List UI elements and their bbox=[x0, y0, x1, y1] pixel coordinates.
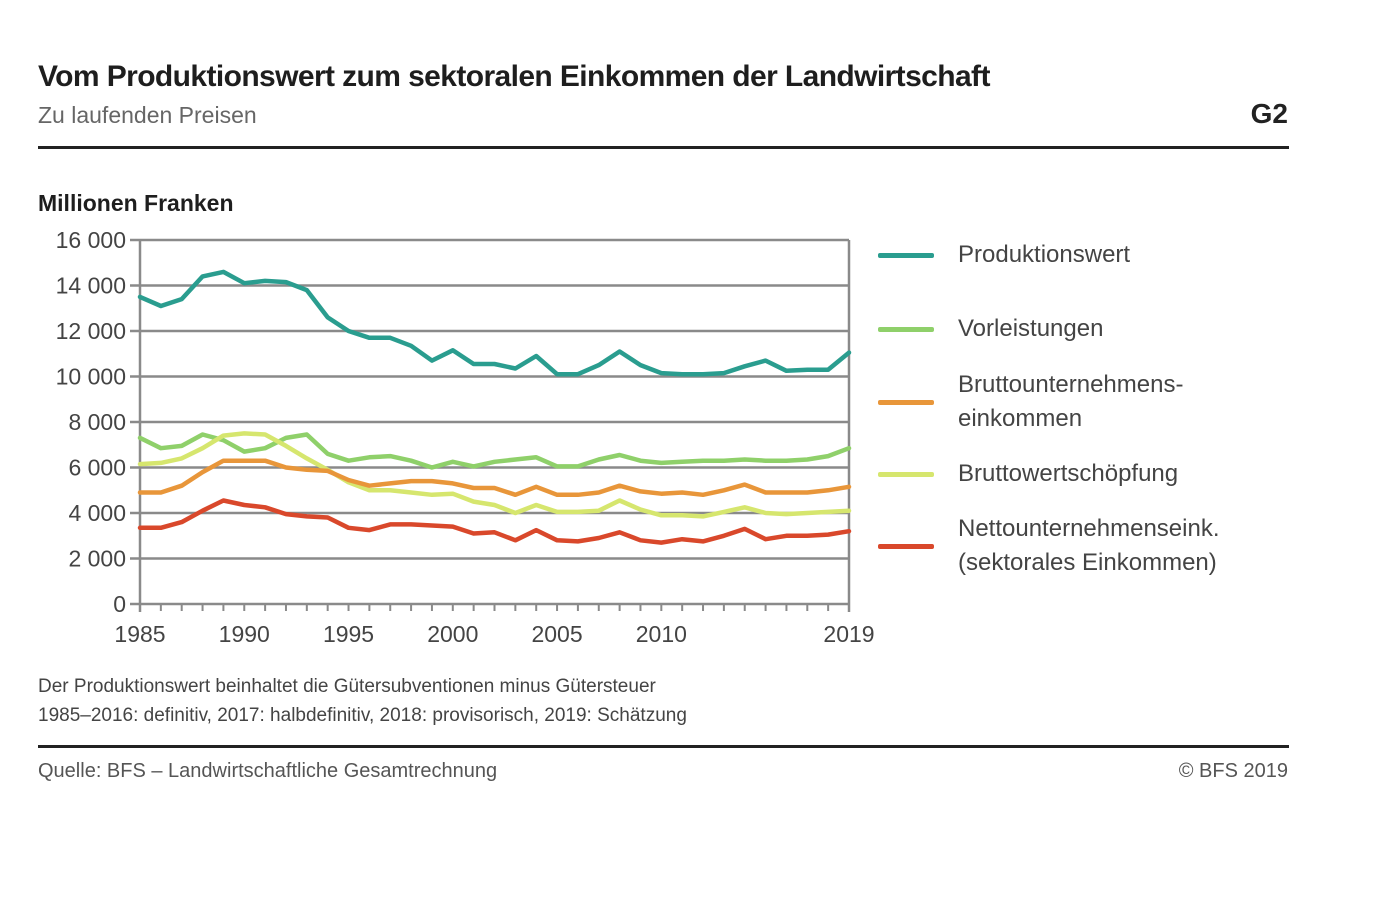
x-tick-label: 2000 bbox=[427, 621, 478, 647]
source-note: Quelle: BFS – Landwirtschaftliche Gesamt… bbox=[38, 760, 498, 782]
footer-rule bbox=[38, 745, 1289, 748]
x-tick-label: 1995 bbox=[323, 621, 374, 647]
series-line-vorleistungen bbox=[137, 432, 852, 470]
y-tick-label: 12 000 bbox=[56, 318, 126, 344]
chart-code: G2 bbox=[1250, 98, 1288, 129]
x-tick-label: 2019 bbox=[823, 621, 874, 647]
footnote-1: Der Produktionswert beinhaltet die Güter… bbox=[38, 676, 656, 697]
grid-lines bbox=[130, 238, 851, 612]
chart-subtitle: Zu laufenden Preisen bbox=[38, 102, 257, 128]
series-line-nettounternehmenseinkommen-sektorales-einkommen bbox=[137, 498, 852, 545]
legend-item-nettounternehmenseinkommen: Nettounternehmenseink. (sektorales Einko… bbox=[878, 512, 1220, 580]
legend-swatch bbox=[878, 326, 934, 332]
series-line-bruttowertsch-pfung bbox=[137, 431, 852, 519]
legend-swatch bbox=[878, 471, 934, 477]
legend-item-produktionswert: Produktionswert bbox=[878, 238, 1130, 272]
legend-label: Produktionswert bbox=[958, 241, 1131, 268]
y-tick-label: 2 000 bbox=[68, 546, 126, 572]
copyright: © BFS 2019 bbox=[1178, 760, 1288, 782]
legend-swatch bbox=[878, 252, 934, 258]
legend-label: Bruttowertschöpfung bbox=[958, 460, 1179, 487]
y-tick-label: 14 000 bbox=[56, 273, 126, 299]
y-axis-ticks: 0 2 000 4 000 6 000 8 000 10 000 12 000 14 000 1… bbox=[56, 227, 126, 617]
y-axis-label: Millionen Franken bbox=[38, 190, 234, 216]
x-axis-ticks: 1985 1990 1995 2000 2005 2010 2019 bbox=[114, 604, 875, 647]
legend-label: Bruttounternehmens- bbox=[958, 371, 1184, 398]
footnote-2: 1985–2016: definitiv, 2017: halbdefiniti… bbox=[38, 705, 687, 726]
legend-label: einkommen bbox=[958, 405, 1083, 432]
chart-title: Vom Produktionswert zum sektoralen Einko… bbox=[38, 60, 990, 93]
y-tick-label: 4 000 bbox=[68, 500, 126, 526]
series-line-produktionswert bbox=[137, 269, 852, 377]
y-tick-label: 6 000 bbox=[68, 455, 126, 481]
legend-label: (sektorales Einkommen) bbox=[958, 549, 1217, 576]
x-tick-label: 1985 bbox=[114, 621, 165, 647]
series-line-bruttounternehmenseinkommen bbox=[137, 458, 852, 498]
x-tick-label: 2005 bbox=[531, 621, 582, 647]
legend-swatch bbox=[878, 543, 934, 549]
legend-item-vorleistungen: Vorleistungen bbox=[878, 312, 1103, 346]
y-tick-label: 8 000 bbox=[68, 409, 126, 435]
legend-label: Vorleistungen bbox=[958, 315, 1104, 342]
legend-label: Nettounternehmenseink. bbox=[958, 515, 1220, 542]
legend-item-bruttounternehmenseinkommen: Bruttounternehmens- einkommen bbox=[878, 368, 1183, 436]
y-tick-label: 10 000 bbox=[56, 364, 126, 390]
legend-item-bruttowertschoepfung: Bruttowertschöpfung bbox=[878, 457, 1178, 491]
x-tick-label: 2010 bbox=[636, 621, 687, 647]
header-rule bbox=[38, 146, 1289, 149]
x-tick-label: 1990 bbox=[219, 621, 270, 647]
legend-swatch bbox=[878, 399, 934, 405]
y-tick-label: 16 000 bbox=[56, 227, 126, 253]
y-tick-label: 0 bbox=[113, 591, 126, 617]
series-lines bbox=[137, 269, 852, 545]
